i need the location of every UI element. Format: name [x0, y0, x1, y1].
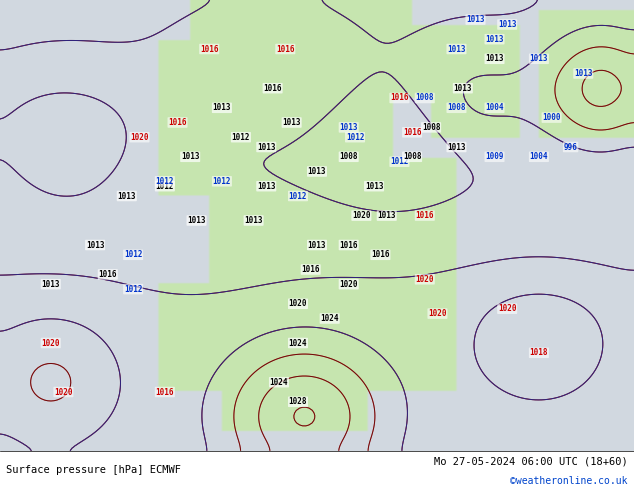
Text: 1012: 1012 [231, 133, 250, 142]
Text: 1016: 1016 [98, 270, 117, 279]
Text: 1020: 1020 [415, 275, 434, 284]
Text: 1004: 1004 [485, 103, 504, 112]
Text: 1013: 1013 [447, 45, 466, 53]
Text: 1012: 1012 [346, 133, 365, 142]
Text: 1020: 1020 [130, 133, 149, 142]
Text: 1013: 1013 [257, 143, 276, 151]
Text: 1013: 1013 [529, 54, 548, 63]
Text: 1016: 1016 [168, 118, 187, 127]
Text: 1013: 1013 [307, 167, 327, 176]
Bar [0, 451, 634, 490]
Text: 1013: 1013 [41, 280, 60, 289]
Text: 1012: 1012 [155, 182, 174, 191]
Text: 1008: 1008 [339, 152, 358, 161]
Text: 1016: 1016 [371, 250, 390, 259]
Text: 1012: 1012 [212, 177, 231, 186]
Text: 1013: 1013 [307, 241, 327, 249]
Text: 1016: 1016 [301, 265, 320, 274]
Text: 1013: 1013 [257, 182, 276, 191]
Text: ©weatheronline.co.uk: ©weatheronline.co.uk [510, 476, 628, 487]
Text: 1000: 1000 [542, 113, 561, 122]
Text: 1013: 1013 [187, 216, 206, 225]
Text: 1012: 1012 [155, 177, 174, 186]
Text: 1013: 1013 [574, 69, 593, 78]
Text: 1008: 1008 [447, 103, 466, 112]
Text: Mo 27-05-2024 06:00 UTC (18+60): Mo 27-05-2024 06:00 UTC (18+60) [434, 457, 628, 467]
Text: 1020: 1020 [498, 304, 517, 313]
Text: 1020: 1020 [339, 280, 358, 289]
Text: 1016: 1016 [339, 241, 358, 249]
Text: 1013: 1013 [447, 143, 466, 151]
Text: 1024: 1024 [288, 339, 307, 347]
Text: 1012: 1012 [390, 157, 409, 166]
Text: 1013: 1013 [282, 118, 301, 127]
Text: 1013: 1013 [212, 103, 231, 112]
Text: 1013: 1013 [498, 20, 517, 29]
Text: 996: 996 [564, 143, 578, 151]
Text: 1016: 1016 [276, 45, 295, 53]
Text: 1028: 1028 [288, 397, 307, 406]
Text: 1013: 1013 [181, 152, 200, 161]
Text: 1013: 1013 [466, 15, 485, 24]
Text: 1012: 1012 [124, 285, 143, 294]
Text: 1013: 1013 [244, 216, 263, 225]
Text: 1013: 1013 [485, 54, 504, 63]
Text: 1016: 1016 [200, 45, 219, 53]
Text: 1024: 1024 [320, 314, 339, 323]
Text: 1020: 1020 [288, 299, 307, 308]
Text: 1008: 1008 [403, 152, 422, 161]
Text: 1013: 1013 [117, 192, 136, 200]
Text: 1016: 1016 [155, 388, 174, 396]
Text: 1024: 1024 [269, 378, 288, 387]
Text: 1013: 1013 [339, 123, 358, 132]
Text: 1012: 1012 [124, 250, 143, 259]
Text: 1008: 1008 [422, 123, 441, 132]
Text: 1004: 1004 [529, 152, 548, 161]
Text: 1020: 1020 [352, 211, 371, 220]
Text: 1012: 1012 [288, 192, 307, 200]
Text: 1013: 1013 [86, 241, 105, 249]
Text: 1018: 1018 [529, 348, 548, 357]
Text: 1013: 1013 [377, 211, 396, 220]
Text: 1020: 1020 [54, 388, 73, 396]
Text: 1009: 1009 [485, 152, 504, 161]
Text: 1013: 1013 [485, 35, 504, 44]
Text: 1016: 1016 [263, 84, 282, 93]
Text: 1016: 1016 [403, 128, 422, 137]
Text: 1016: 1016 [390, 94, 409, 102]
Text: 1013: 1013 [365, 182, 384, 191]
Text: Surface pressure [hPa] ECMWF: Surface pressure [hPa] ECMWF [6, 466, 181, 475]
Text: 1008: 1008 [415, 94, 434, 102]
Text: 1020: 1020 [428, 309, 447, 318]
Text: 1016: 1016 [415, 211, 434, 220]
Text: 1020: 1020 [41, 339, 60, 347]
Text: 1013: 1013 [453, 84, 472, 93]
